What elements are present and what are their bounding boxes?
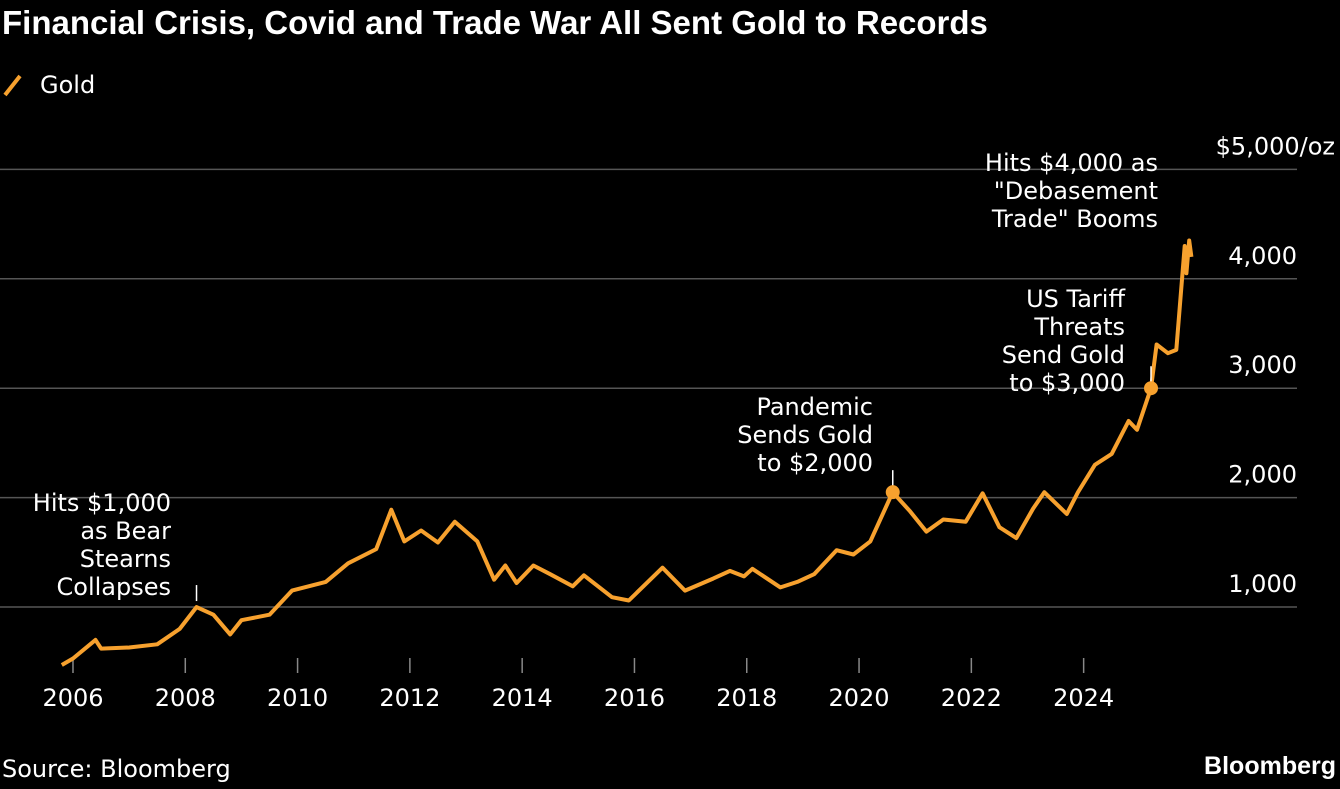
brand: Bloomberg: [1204, 752, 1336, 780]
source: Source: Bloomberg: [2, 755, 231, 783]
y-tick-label: $5,000/oz: [1216, 132, 1335, 160]
legend-label: Gold: [40, 71, 95, 99]
annotation-text: to $2,000: [757, 449, 873, 477]
x-tick-label: 2022: [941, 684, 1002, 712]
annotation-text: Pandemic: [756, 393, 873, 421]
line-series: [60, 238, 1194, 667]
annotation-text: Hits $1,000: [33, 489, 171, 517]
x-tick-label: 2006: [42, 684, 103, 712]
annotation-text: Threats: [1033, 313, 1125, 341]
x-tick-label: 2024: [1053, 684, 1114, 712]
y-tick-label: 4,000: [1228, 242, 1297, 270]
chart-title: Financial Crisis, Covid and Trade War Al…: [2, 4, 988, 41]
x-tick-label: 2018: [716, 684, 777, 712]
annotation-text: Collapses: [57, 573, 172, 601]
annotation-text: Stearns: [80, 545, 171, 573]
y-tick-label: 1,000: [1228, 570, 1297, 598]
x-tick-label: 2008: [155, 684, 216, 712]
annotation-marker: [885, 485, 900, 500]
x-tick-label: 2014: [492, 684, 553, 712]
annotation-text: as Bear: [80, 517, 171, 545]
x-tick-label: 2020: [829, 684, 890, 712]
annotation-text: Sends Gold: [737, 421, 873, 449]
annotation-text: "Debasement: [994, 177, 1158, 205]
annotation-text: Trade" Booms: [991, 205, 1158, 233]
annotation-marker: [1144, 381, 1159, 396]
annotation-text: Hits $4,000 as: [985, 149, 1158, 177]
legend-swatch: [3, 74, 22, 97]
x-tick-label: 2010: [267, 684, 328, 712]
x-tick-label: 2016: [604, 684, 665, 712]
y-tick-label: 2,000: [1228, 461, 1297, 489]
annotation-text: to $3,000: [1009, 369, 1125, 397]
annotation-text: US Tariff: [1026, 285, 1125, 313]
x-tick-label: 2012: [379, 684, 440, 712]
annotation-text: Send Gold: [1002, 341, 1125, 369]
y-tick-label: 3,000: [1228, 351, 1297, 379]
